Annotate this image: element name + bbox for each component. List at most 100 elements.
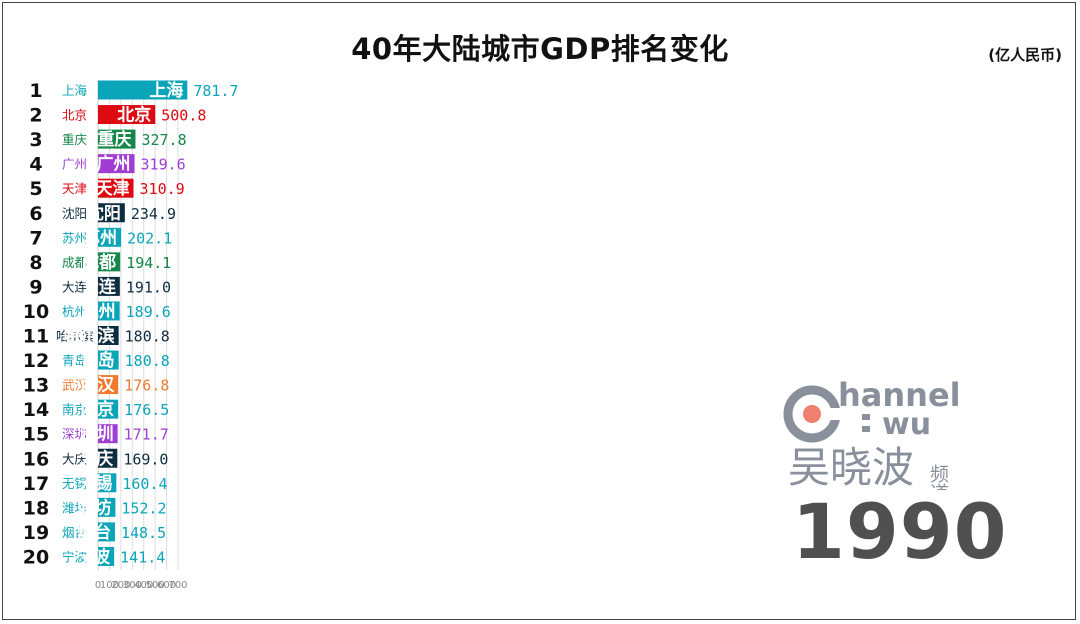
rank-label: 5 <box>29 178 42 200</box>
value-label: 171.7 <box>124 426 169 444</box>
rank-label: 8 <box>29 252 42 274</box>
bar-inner-label: 武汉 <box>80 375 115 396</box>
city-label: 沈阳 <box>62 206 87 221</box>
city-label: 哈尔滨 <box>56 329 94 344</box>
channel-wu-logo: hannel wu 吴晓波 频道 <box>783 376 961 490</box>
chart-title: 40年大陆城市GDP排名变化 <box>351 32 729 66</box>
bar <box>98 252 121 272</box>
x-tick-label: 700 <box>168 580 187 591</box>
bar <box>98 80 188 100</box>
bar <box>98 276 120 296</box>
unit-label: (亿人民币) <box>988 46 1062 64</box>
x-tick-label: 600 <box>157 580 176 591</box>
value-label: 194.1 <box>126 254 171 272</box>
bar-inner-label: 沈阳 <box>87 203 121 224</box>
bar <box>98 522 115 542</box>
bar <box>98 448 118 468</box>
bar <box>98 350 119 370</box>
value-label: 176.8 <box>124 377 169 395</box>
rank-label: 15 <box>23 424 49 446</box>
bar-inner-label: 大连 <box>82 276 117 297</box>
city-label: 南京 <box>62 402 87 417</box>
city-label: 无锡 <box>62 476 87 491</box>
value-label: 234.9 <box>131 205 176 223</box>
bar-inner-label: 北京 <box>117 105 151 126</box>
logo-brand-cn-text: 吴晓波 <box>788 443 914 490</box>
city-label: 苏州 <box>62 230 87 245</box>
bar <box>98 375 119 395</box>
bar <box>98 301 120 321</box>
rank-label: 10 <box>23 301 49 323</box>
bar-inner-label: 无锡 <box>77 473 112 494</box>
rank-label: 18 <box>23 497 49 519</box>
bar-inner-label: 成都 <box>82 252 116 273</box>
bar <box>98 326 119 345</box>
value-label: 319.6 <box>141 156 186 174</box>
city-label: 重庆 <box>62 132 88 147</box>
bar-inner-label: 南京 <box>80 399 114 420</box>
x-tick-label: 400 <box>134 580 153 591</box>
x-tick-label: 0 <box>95 580 101 591</box>
bar-inner-label: 上海 <box>149 80 183 101</box>
bar-inner-label: 烟台 <box>77 522 111 543</box>
rank-label: 13 <box>23 375 49 397</box>
city-label: 青岛 <box>62 353 87 368</box>
logo-wu-text: wu <box>882 407 931 442</box>
value-label: 781.7 <box>193 82 238 100</box>
city-label: 北京 <box>62 108 87 123</box>
city-label: 烟台 <box>62 525 87 540</box>
bar-inner-label: 哈尔滨 <box>64 326 115 347</box>
rank-label: 1 <box>29 80 42 102</box>
bar-inner-label: 青岛 <box>81 350 115 371</box>
bar <box>98 178 134 198</box>
city-label: 上海 <box>62 83 88 98</box>
bar-inner-label: 杭州 <box>82 301 116 322</box>
bar-inner-label: 苏州 <box>83 227 117 248</box>
city-label: 杭州 <box>62 304 87 319</box>
bar-inner-label: 大庆 <box>79 448 113 469</box>
bar <box>98 473 117 493</box>
x-tick-label: 300 <box>123 580 142 591</box>
logo-c-icon <box>783 385 842 443</box>
bar <box>98 399 119 419</box>
value-label: 180.8 <box>125 328 170 346</box>
rank-label: 14 <box>23 399 49 421</box>
rank-label: 17 <box>23 473 49 495</box>
value-label: 191.0 <box>126 278 171 296</box>
bar-inner-label: 广州 <box>97 154 131 175</box>
city-label: 广州 <box>62 157 87 172</box>
bar <box>98 546 115 566</box>
bar-inner-label: 宁波 <box>76 546 111 567</box>
bar-inner-label: 天津 <box>96 178 130 199</box>
bar <box>98 424 118 444</box>
city-label: 武汉 <box>62 378 88 393</box>
bar <box>98 154 135 174</box>
value-label: 141.4 <box>120 548 165 566</box>
year-label: 1990 <box>792 487 1008 576</box>
value-label: 310.9 <box>140 180 185 198</box>
value-label: 202.1 <box>127 229 172 247</box>
value-label: 176.5 <box>124 401 169 419</box>
x-tick-label: 100 <box>100 580 119 591</box>
x-tick-label: 200 <box>111 580 130 591</box>
city-label: 成都 <box>62 255 88 270</box>
value-label: 152.2 <box>121 499 166 517</box>
rank-label: 19 <box>23 522 49 544</box>
rank-label: 4 <box>29 154 42 176</box>
value-label: 160.4 <box>122 475 167 493</box>
value-label: 169.0 <box>123 450 168 468</box>
city-label: 大庆 <box>62 451 88 466</box>
city-label: 深圳 <box>62 427 87 442</box>
value-label: 327.8 <box>141 131 186 149</box>
bar-inner-label: 重庆 <box>97 129 131 150</box>
bar <box>98 203 125 223</box>
rank-label: 3 <box>29 129 42 151</box>
city-label: 天津 <box>62 181 87 196</box>
x-tick-label: 500 <box>146 580 165 591</box>
rank-label: 7 <box>29 227 42 249</box>
city-label: 潍坊 <box>62 500 87 515</box>
bar <box>98 105 156 125</box>
rank-label: 6 <box>29 203 42 225</box>
